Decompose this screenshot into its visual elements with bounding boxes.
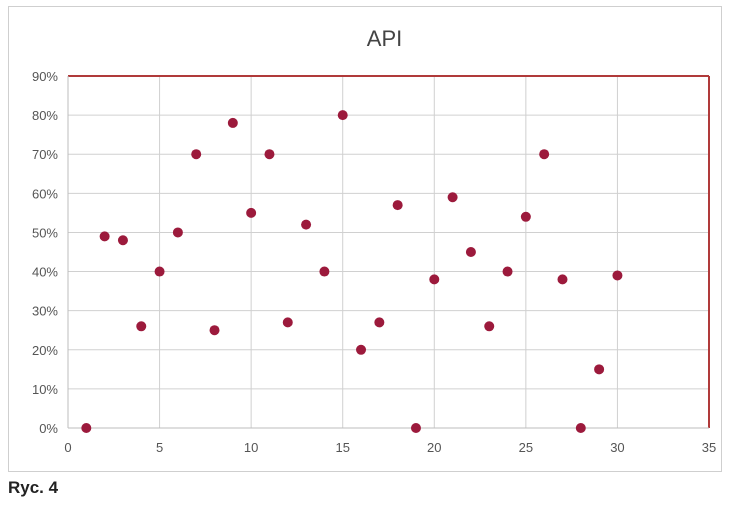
data-point: [410, 423, 421, 433]
y-tick-label: 20%: [32, 343, 58, 358]
x-tick-label: 20: [427, 440, 441, 455]
y-tick-label: 90%: [32, 69, 58, 84]
data-point: [117, 235, 128, 246]
data-point: [191, 149, 202, 160]
data-point: [227, 117, 238, 128]
y-tick-label: 80%: [32, 108, 58, 123]
data-point: [81, 423, 92, 433]
y-tick-label: 10%: [32, 382, 58, 397]
data-point: [392, 200, 403, 211]
x-tick-label: 10: [244, 440, 258, 455]
x-tick-label: 35: [702, 440, 716, 455]
data-point: [447, 192, 458, 203]
x-tick-label: 15: [335, 440, 349, 455]
data-point: [465, 247, 476, 257]
data-point: [520, 211, 531, 222]
data-point: [374, 317, 385, 328]
x-tick-label: 5: [156, 440, 163, 455]
data-point: [172, 227, 183, 238]
data-point: [502, 266, 513, 277]
data-point: [264, 149, 275, 160]
x-tick-label: 30: [610, 440, 624, 455]
data-point: [154, 266, 165, 277]
data-point: [319, 266, 330, 277]
chart-title: API: [367, 26, 402, 51]
data-point: [209, 325, 220, 336]
data-point: [282, 317, 293, 328]
data-point: [594, 364, 605, 375]
data-point: [356, 344, 367, 355]
data-point: [99, 231, 110, 242]
data-point: [429, 274, 440, 285]
data-point: [539, 149, 550, 160]
y-tick-label: 50%: [32, 225, 58, 240]
y-tick-label: 60%: [32, 186, 58, 201]
data-point: [612, 270, 623, 281]
figure-caption: Ryc. 4: [8, 478, 59, 497]
data-point: [246, 207, 257, 218]
y-tick-label: 0%: [39, 421, 58, 436]
x-tick-label: 0: [64, 440, 71, 455]
data-point: [575, 423, 586, 433]
x-tick-label: 25: [519, 440, 533, 455]
y-tick-label: 70%: [32, 147, 58, 162]
data-point: [484, 321, 495, 332]
data-point: [136, 321, 147, 332]
y-tick-label: 40%: [32, 265, 58, 280]
y-tick-label: 30%: [32, 304, 58, 319]
data-point: [301, 219, 312, 230]
data-point: [557, 274, 568, 285]
data-point: [337, 110, 348, 121]
